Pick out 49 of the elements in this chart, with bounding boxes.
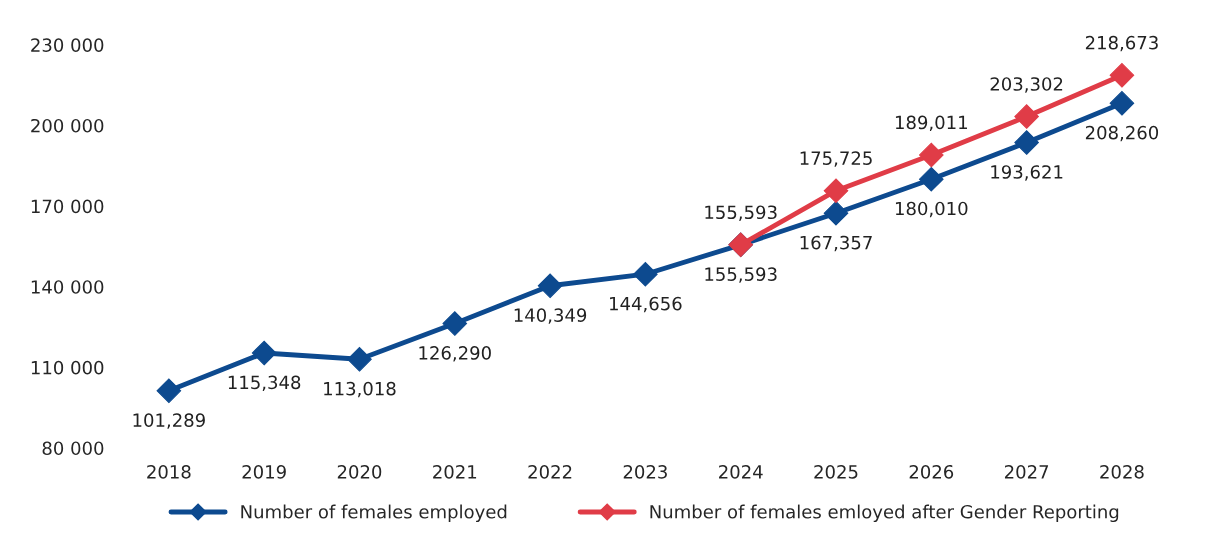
point	[633, 261, 658, 287]
legend-label: Number of females employed	[241, 504, 507, 523]
data-label: 155,593	[705, 205, 777, 221]
point	[823, 178, 849, 203]
y-tick-label: 140 000	[31, 280, 104, 294]
y-tick-label: 230 000	[31, 38, 104, 52]
point	[442, 311, 468, 336]
point	[1014, 104, 1039, 129]
point	[1014, 130, 1039, 155]
data-label: 203,302	[990, 77, 1063, 93]
x-tick-label: 2020	[337, 464, 382, 479]
y-tick-label: 80 000	[42, 441, 104, 456]
point	[251, 340, 277, 366]
x-tick-label: 2022	[528, 464, 572, 479]
data-label: 115,348	[228, 375, 301, 392]
data-label: 113,018	[324, 381, 396, 398]
data-label: 144,656	[610, 296, 682, 313]
data-label: 175,725	[800, 151, 872, 167]
data-label: 193,621	[991, 165, 1063, 181]
x-tick-label: 2024	[719, 464, 763, 479]
point	[537, 273, 563, 299]
x-tick-label: 2026	[909, 464, 954, 479]
x-tick-label: 2027	[1004, 464, 1049, 479]
y-tick-label: 110 000	[31, 360, 104, 375]
x-tick-label: 2021	[433, 464, 477, 479]
x-tick-label: 2025	[814, 464, 858, 479]
point	[347, 346, 372, 372]
y-tick-label: 170 000	[31, 199, 104, 214]
point	[1109, 90, 1135, 116]
data-label: 155,593	[705, 267, 777, 283]
data-label: 208,260	[1085, 125, 1159, 142]
data-label: 218,673	[1085, 35, 1158, 52]
x-tick-label: 2018	[147, 464, 191, 479]
data-label: 167,357	[800, 235, 872, 252]
point	[919, 166, 944, 192]
point	[156, 378, 182, 404]
y-tick-label: 200 000	[31, 118, 104, 133]
point	[823, 200, 849, 226]
legend-label: Number of females emloyed after Gender Reporting	[650, 504, 1119, 523]
data-label: 189,011	[895, 115, 967, 132]
x-tick-label: 2023	[623, 464, 667, 479]
data-label: 140,349	[514, 308, 587, 324]
data-label: 180,010	[895, 201, 968, 218]
point	[1109, 62, 1135, 88]
x-tick-label: 2028	[1100, 464, 1144, 479]
data-label: 126,290	[419, 346, 491, 362]
x-tick-label: 2019	[242, 464, 286, 479]
data-label: 101,289	[133, 413, 205, 429]
point	[919, 142, 944, 168]
